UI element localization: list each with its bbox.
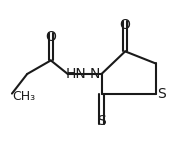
Text: S: S [97, 114, 106, 128]
Text: CH₃: CH₃ [12, 90, 35, 103]
Text: S: S [157, 87, 166, 101]
Text: HN: HN [66, 67, 87, 81]
Text: O: O [45, 30, 56, 44]
Text: N: N [89, 67, 100, 81]
Text: O: O [120, 18, 131, 32]
